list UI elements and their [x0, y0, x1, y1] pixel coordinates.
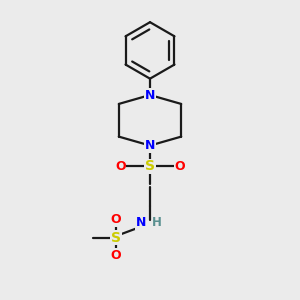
Text: O: O — [174, 160, 185, 173]
Text: O: O — [115, 160, 126, 173]
Text: S: S — [111, 231, 121, 245]
Text: N: N — [145, 88, 155, 101]
Text: H: H — [152, 216, 162, 229]
Text: N: N — [145, 139, 155, 152]
Text: N: N — [136, 216, 146, 229]
Text: O: O — [110, 249, 121, 262]
Text: O: O — [110, 213, 121, 226]
Text: S: S — [145, 159, 155, 173]
